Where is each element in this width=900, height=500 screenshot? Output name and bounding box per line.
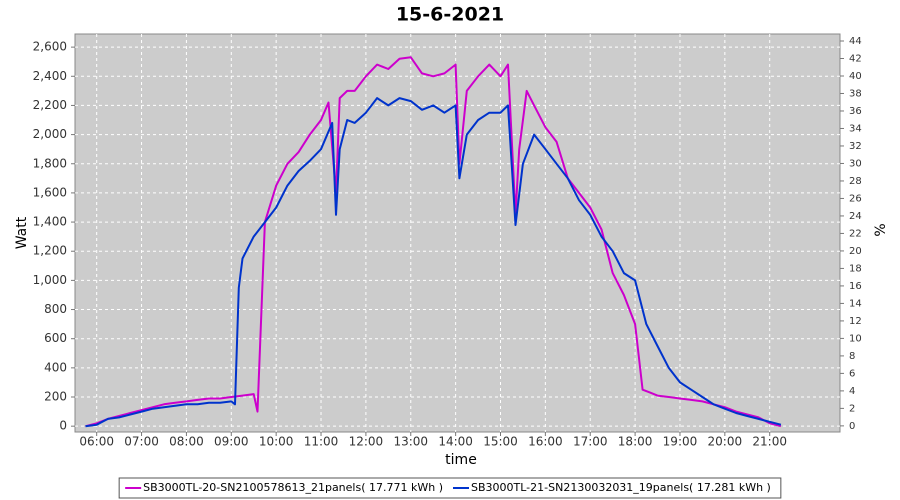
- y2-tick-label: 10: [849, 333, 862, 344]
- y-tick-label: 1,200: [33, 244, 67, 258]
- y2-tick-label: 28: [849, 176, 862, 187]
- x-tick-label: 11:00: [304, 435, 339, 449]
- x-axis-label: time: [445, 452, 477, 468]
- y-tick-label: 1,000: [33, 273, 67, 287]
- y-tick-label: 0: [59, 419, 67, 433]
- chart-title: 15-6-2021: [396, 4, 504, 26]
- x-tick-label: 16:00: [528, 435, 563, 449]
- y2-tick-label: 8: [849, 351, 855, 362]
- legend-label: SB3000TL-21-SN2130032031_19panels( 17.28…: [471, 481, 771, 494]
- y2-tick-label: 20: [849, 246, 862, 257]
- y-tick-label: 200: [44, 390, 67, 404]
- y-tick-label: 600: [44, 331, 67, 345]
- y-tick-label: 400: [44, 360, 67, 374]
- y2-tick-label: 18: [849, 263, 862, 274]
- y2-tick-label: 42: [849, 53, 862, 64]
- legend: [118, 477, 782, 499]
- y-tick-label: 800: [44, 302, 67, 316]
- legend-label: SB3000TL-20-SN2100578613_21panels( 17.77…: [143, 481, 443, 494]
- x-tick-label: 15:00: [483, 435, 518, 449]
- y2-tick-label: 26: [849, 193, 862, 204]
- x-tick-label: 06:00: [79, 435, 114, 449]
- y-tick-label: 2,600: [33, 40, 67, 54]
- y2-tick-label: 40: [849, 71, 862, 82]
- y2-tick-label: 0: [849, 421, 855, 432]
- y2-tick-label: 30: [849, 158, 862, 169]
- y2-tick-label: 6: [849, 368, 855, 379]
- x-tick-label: 13:00: [393, 435, 428, 449]
- y-tick-label: 2,200: [33, 98, 67, 112]
- y2-tick-label: 24: [849, 211, 862, 222]
- y2-tick-label: 12: [849, 316, 862, 327]
- y2-tick-label: 22: [849, 228, 862, 239]
- x-tick-label: 18:00: [618, 435, 653, 449]
- x-tick-label: 20:00: [708, 435, 743, 449]
- y2-tick-label: 4: [849, 386, 855, 397]
- x-tick-label: 17:00: [573, 435, 608, 449]
- y-tick-label: 1,800: [33, 156, 67, 170]
- x-tick-label: 19:00: [663, 435, 698, 449]
- x-tick-label: 12:00: [349, 435, 384, 449]
- y2-tick-label: 36: [849, 106, 862, 117]
- x-tick-label: 21:00: [752, 435, 787, 449]
- y2-tick-label: 44: [849, 36, 862, 47]
- y2-tick-label: 2: [849, 403, 855, 414]
- x-tick-label: 08:00: [169, 435, 204, 449]
- y-tick-label: 2,000: [33, 127, 67, 141]
- y-tick-label: 2,400: [33, 69, 67, 83]
- y-tick-label: 1,600: [33, 185, 67, 199]
- y2-tick-label: 16: [849, 281, 862, 292]
- series-line: [85, 56, 782, 428]
- y2-tick-label: 38: [849, 88, 862, 99]
- series-line: [85, 97, 782, 428]
- y2-axis-label: %: [873, 223, 889, 236]
- y-axis-label: Watt: [14, 216, 30, 249]
- x-tick-label: 09:00: [214, 435, 249, 449]
- y-tick-label: 1,400: [33, 215, 67, 229]
- y2-tick-label: 34: [849, 123, 862, 134]
- y2-tick-label: 32: [849, 141, 862, 152]
- x-tick-label: 10:00: [259, 435, 294, 449]
- x-tick-label: 07:00: [124, 435, 159, 449]
- x-tick-label: 14:00: [438, 435, 473, 449]
- y2-tick-label: 14: [849, 298, 862, 309]
